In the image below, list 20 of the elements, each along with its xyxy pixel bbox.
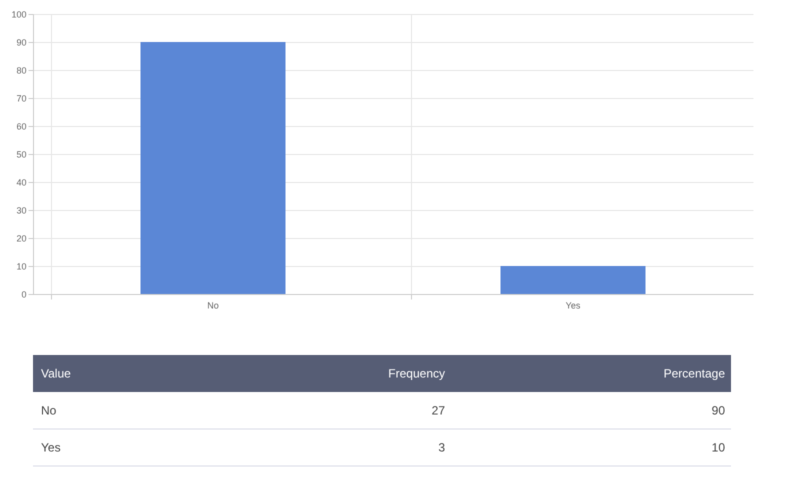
y-tick-label: 20 [16, 234, 26, 244]
y-tick-label: 30 [16, 206, 26, 216]
text: Frequency [388, 366, 445, 380]
y-tick-label: 0 [21, 290, 26, 300]
y-tick-label: 60 [16, 122, 26, 132]
category-label: Yes [41, 440, 61, 454]
y-tick-label: 10 [16, 262, 26, 272]
text: 10 [712, 440, 726, 454]
y-tick-label: 90 [16, 38, 26, 48]
y-tick-label: 40 [16, 178, 26, 188]
text: Value [41, 366, 72, 380]
text: 3 [438, 440, 446, 454]
category-label: No [41, 404, 56, 418]
y-tick-label: 80 [16, 66, 26, 76]
y-tick-label: 70 [16, 94, 26, 104]
text: 27 [432, 404, 446, 418]
text: Percentage [664, 366, 726, 380]
y-tick-label: 100 [11, 10, 26, 20]
y-tick-label: 50 [16, 150, 26, 160]
text: 90 [712, 404, 726, 418]
